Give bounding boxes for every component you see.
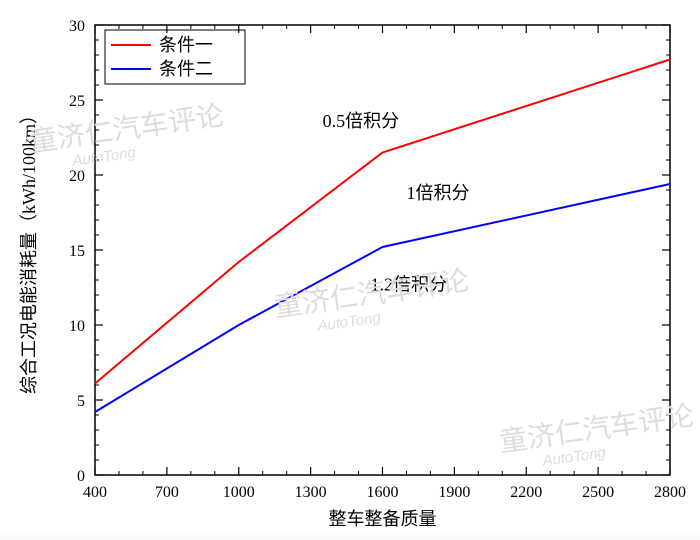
x-tick-label: 1300 bbox=[295, 484, 327, 501]
x-tick-label: 1000 bbox=[223, 484, 255, 501]
y-tick-label: 20 bbox=[69, 168, 85, 185]
y-tick-label: 5 bbox=[77, 393, 85, 410]
y-tick-label: 25 bbox=[69, 93, 85, 110]
annotation-2: 1.2倍积分 bbox=[371, 275, 448, 295]
x-tick-label: 400 bbox=[83, 484, 107, 501]
x-tick-label: 2500 bbox=[582, 484, 614, 501]
y-axis-label: 综合工况电能消耗量（kWh/100km） bbox=[19, 106, 39, 394]
x-tick-label: 2800 bbox=[654, 484, 686, 501]
x-axis-label: 整车整备质量 bbox=[329, 509, 437, 529]
annotation-0: 0.5倍积分 bbox=[323, 111, 400, 131]
x-tick-label: 1900 bbox=[438, 484, 470, 501]
y-tick-label: 30 bbox=[69, 18, 85, 35]
x-tick-label: 700 bbox=[155, 484, 179, 501]
y-tick-label: 15 bbox=[69, 243, 85, 260]
line-chart: 400 700 1000 1300 1600 1900 2200 2500 2800 0 5 10 15… bbox=[0, 0, 700, 535]
annotation-1: 1倍积分 bbox=[406, 183, 469, 203]
x-tick-label: 2200 bbox=[510, 484, 542, 501]
y-tick-label: 0 bbox=[77, 468, 85, 485]
legend-label-1: 条件二 bbox=[159, 59, 213, 79]
legend-label-0: 条件一 bbox=[159, 35, 213, 55]
chart-svg: 400 700 1000 1300 1600 1900 2200 2500 2800 0 5 10 15… bbox=[0, 0, 700, 535]
x-tick-label: 1600 bbox=[367, 484, 399, 501]
y-tick-label: 10 bbox=[69, 318, 85, 335]
